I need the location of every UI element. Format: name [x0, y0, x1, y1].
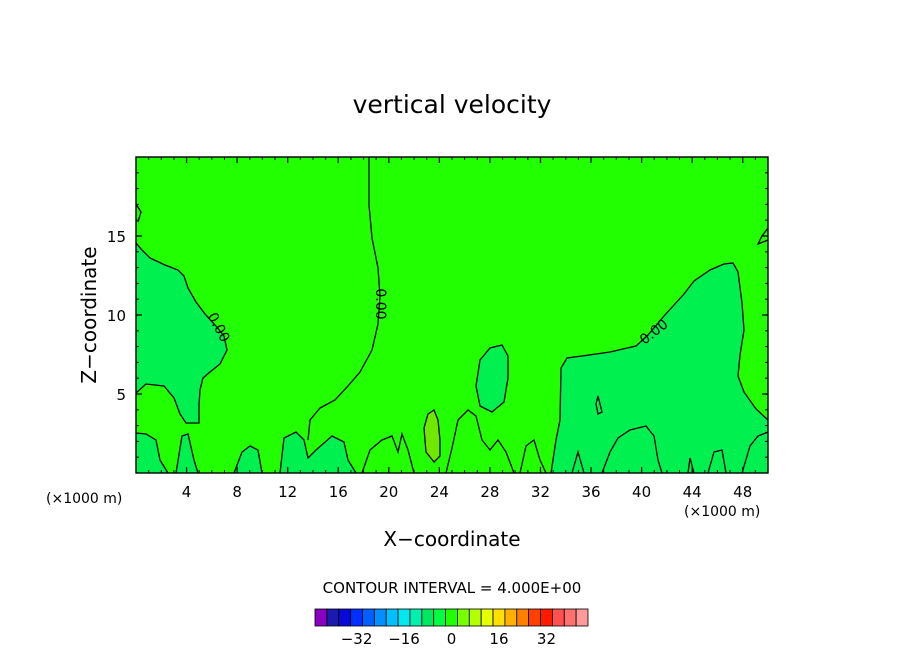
x-axis-ticks: 4 8 12 16 20 24 28 32 36 40 44 48 — [148, 157, 756, 501]
colorbar-swatch — [421, 608, 435, 627]
colorbar-swatch — [575, 608, 589, 627]
colorbar-swatch — [480, 608, 494, 627]
colorbar-swatch — [409, 608, 423, 627]
field-negative-region-bottom — [136, 432, 356, 473]
contour-right-edge — [756, 227, 769, 246]
colorbar-swatch — [350, 608, 363, 627]
colorbar-tick-label: −16 — [388, 630, 420, 648]
colorbar-swatch — [551, 608, 565, 627]
x-tick-label-48: 48 — [733, 483, 752, 501]
field-negative-blob — [476, 345, 508, 412]
contour-lines — [135, 157, 769, 474]
colorbar-swatch — [362, 608, 375, 627]
x-tick-label-32: 32 — [531, 483, 550, 501]
colorbar-tick-label: 0 — [447, 630, 457, 648]
x-tick-label-36: 36 — [581, 483, 600, 501]
colorbar-swatch — [314, 608, 328, 627]
colorbar-swatch — [445, 608, 458, 627]
x-tick-label-44: 44 — [683, 483, 702, 501]
colorbar-tick-label: −32 — [341, 630, 373, 648]
colorbar-tick-label: 16 — [489, 630, 508, 648]
y-axis-ticks: 5 10 15 — [107, 172, 768, 458]
chart-title: vertical velocity — [353, 90, 552, 119]
field-negative-region-right — [551, 263, 768, 473]
contour-center-zero — [307, 157, 381, 441]
colorbar-swatch — [504, 608, 518, 627]
field-moderate-positive-blob — [424, 410, 440, 462]
colorbar-swatch — [540, 608, 553, 627]
field-negative-region-left — [136, 243, 227, 423]
x-tick-label-28: 28 — [480, 483, 499, 501]
contour-positive-blob — [423, 409, 441, 463]
x-tick-label-16: 16 — [329, 483, 348, 501]
x-tick-label-12: 12 — [278, 483, 297, 501]
colorbar-tick-labels: −32 −16 0 16 32 — [341, 630, 556, 648]
colorbar-tick-label: 32 — [537, 630, 556, 648]
x-tick-label-4: 4 — [182, 483, 192, 501]
y-tick-label-5: 5 — [116, 386, 126, 404]
contour-topleft-edge — [135, 203, 142, 223]
x-tick-label-20: 20 — [379, 483, 398, 501]
x-tick-label-8: 8 — [232, 483, 242, 501]
contour-middle-blob — [475, 344, 509, 413]
colorbar-swatch — [338, 608, 352, 627]
colorbar-swatch — [326, 608, 340, 627]
x-axis-unit-left: (×1000 m) — [46, 491, 122, 507]
y-tick-label-15: 15 — [107, 228, 126, 246]
colorbar-swatch — [516, 608, 530, 627]
x-tick-label-40: 40 — [632, 483, 651, 501]
contour-bottom-wiggles — [135, 409, 769, 474]
contour-right-zero — [550, 262, 769, 474]
y-axis-title: Z−coordinate — [77, 246, 101, 383]
colorbar-swatch — [468, 608, 482, 627]
x-axis-unit-right: (×1000 m) — [684, 504, 760, 520]
colorbar-swatch — [373, 608, 387, 627]
colorbar-swatch — [397, 608, 411, 627]
colorbar-swatch — [433, 608, 446, 627]
y-tick-label-10: 10 — [107, 307, 126, 325]
x-axis-title: X−coordinate — [383, 527, 520, 551]
contour-left-zero — [135, 242, 228, 424]
colorbar-swatch — [528, 608, 541, 627]
x-tick-label-24: 24 — [430, 483, 449, 501]
colorbar-swatch — [385, 608, 399, 627]
colorbar — [314, 608, 589, 627]
contour-label: 0.00 — [372, 288, 388, 319]
contour-interval-text: CONTOUR INTERVAL = 4.000E+00 — [323, 579, 582, 597]
colorbar-swatch — [563, 608, 577, 627]
colorbar-swatch — [457, 608, 470, 627]
contour-small-loop — [595, 395, 603, 415]
colorbar-swatch — [492, 608, 506, 627]
